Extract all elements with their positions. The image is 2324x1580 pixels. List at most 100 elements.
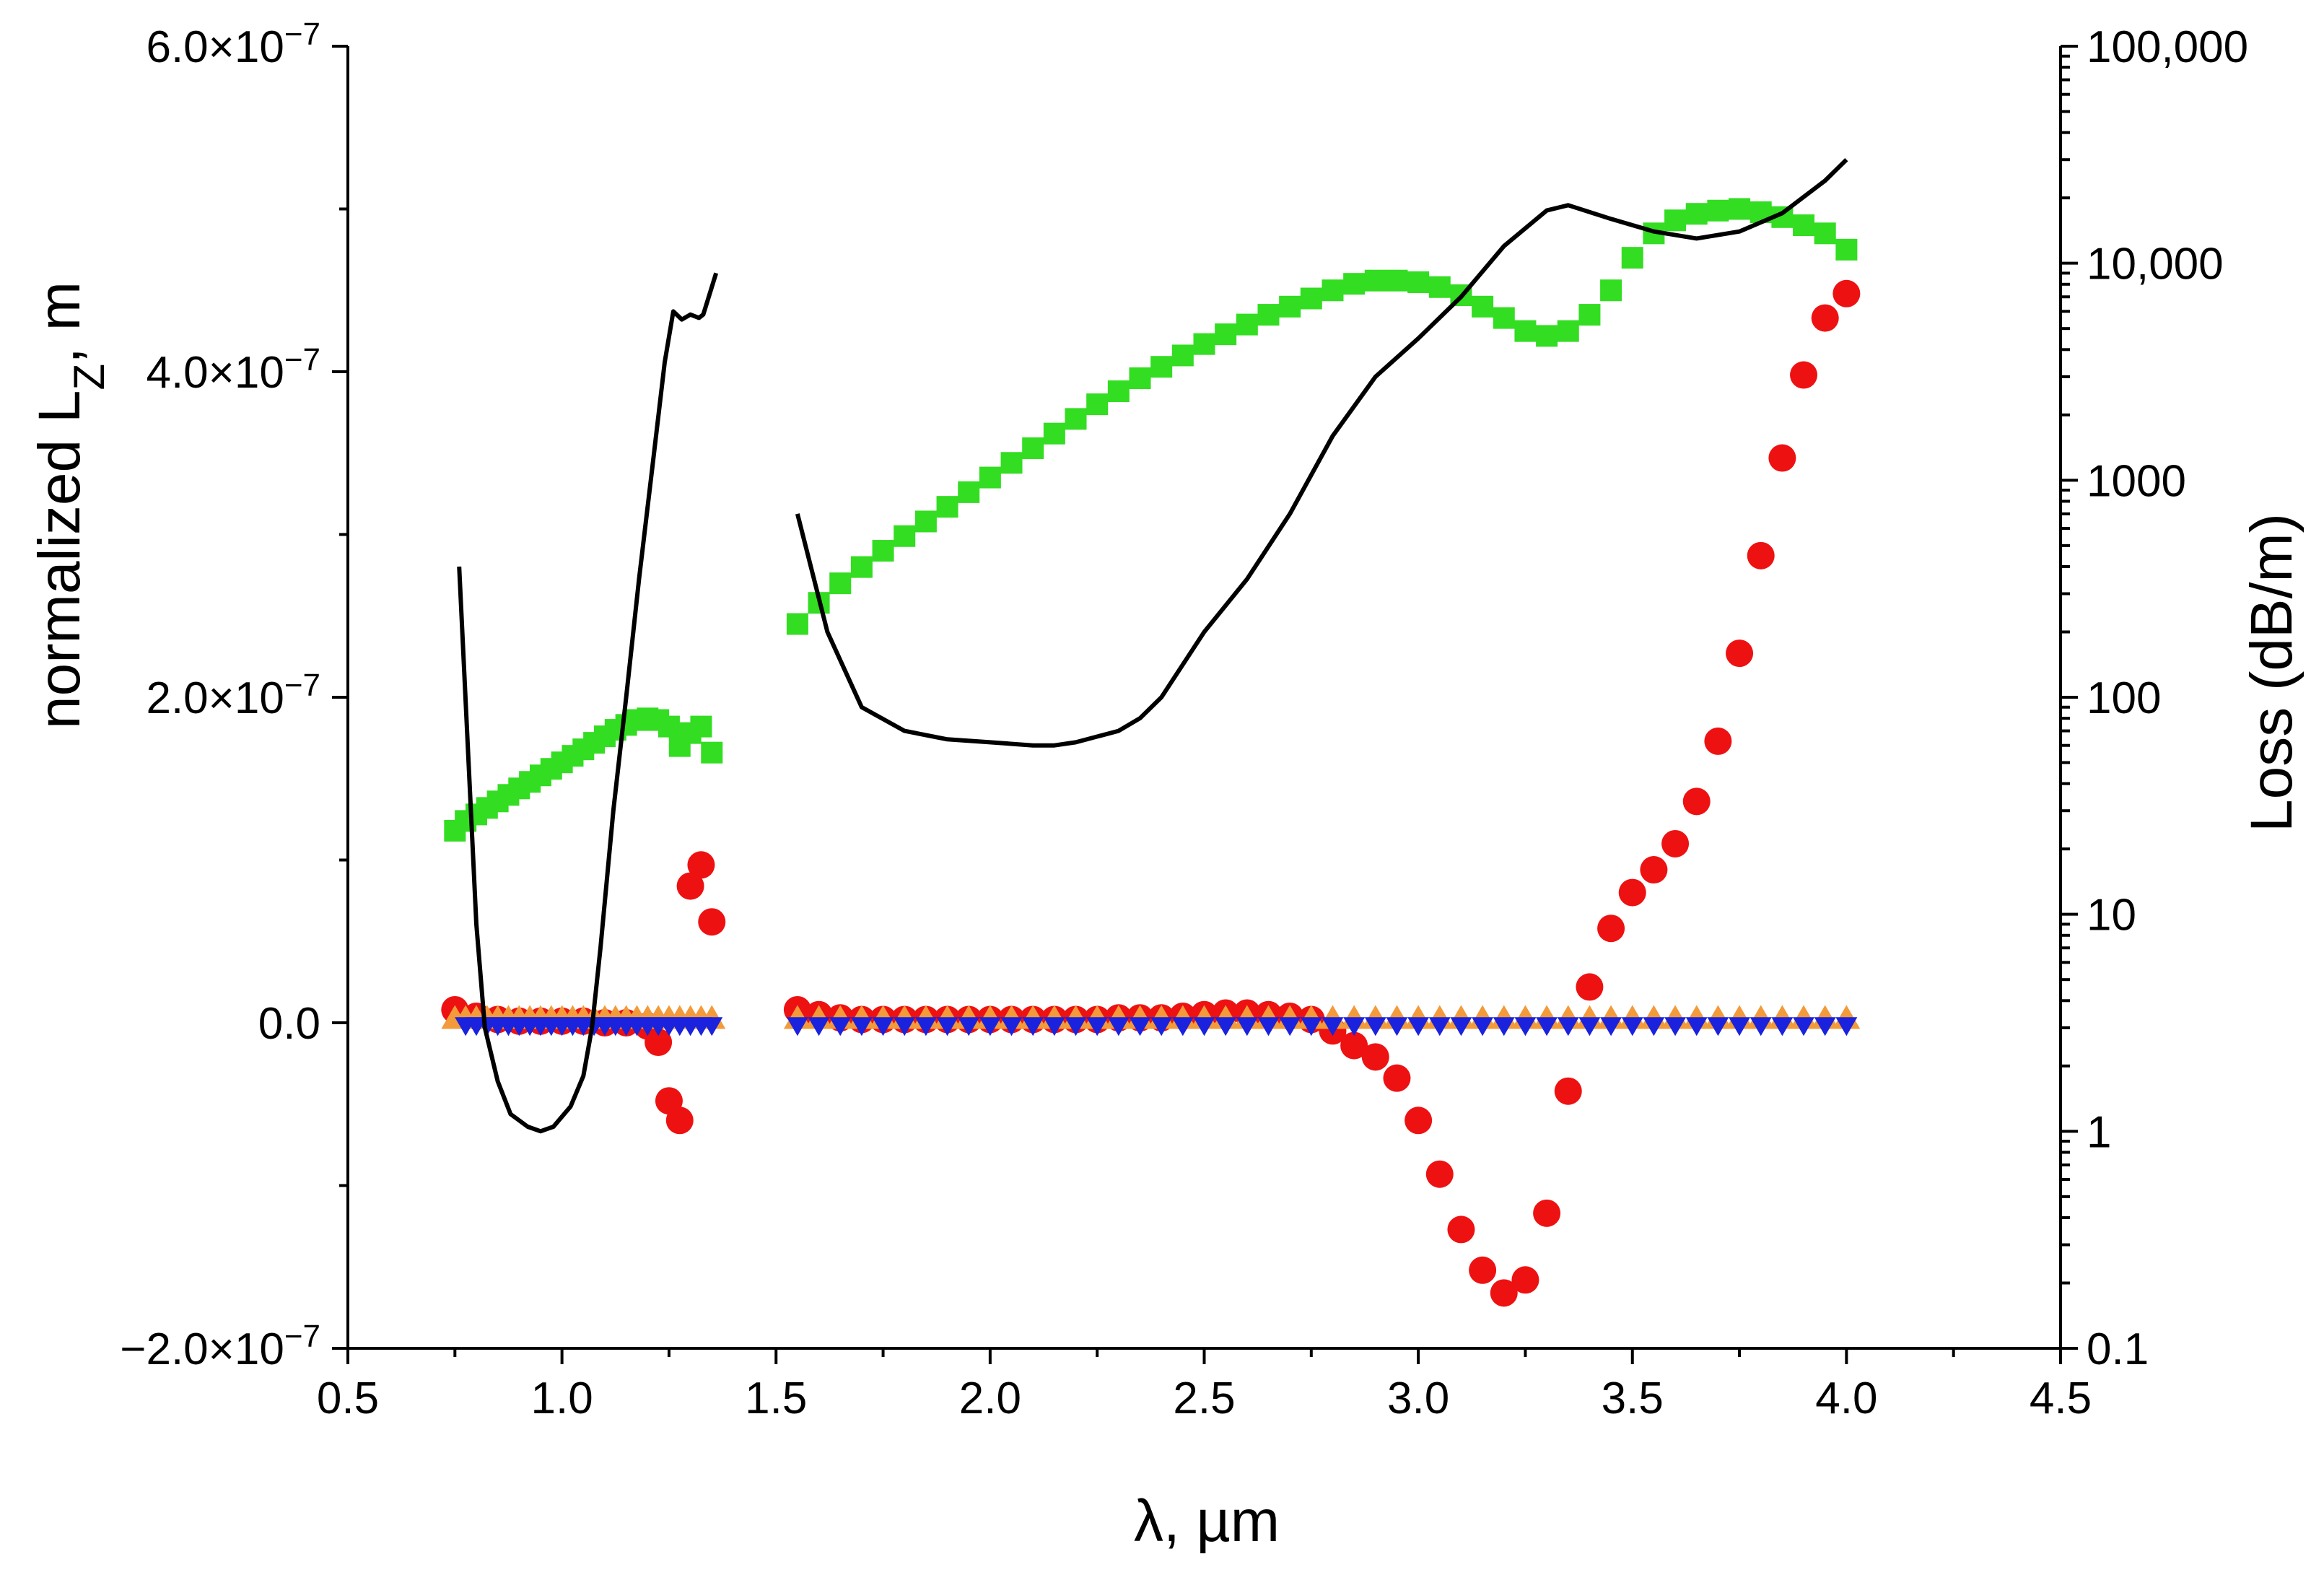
y-tick-mantissa: 0.0 <box>258 999 320 1049</box>
square-point <box>1472 295 1494 318</box>
y-tick-exponent: −7 <box>284 668 320 703</box>
y-tick-label: 0.0 <box>258 999 320 1049</box>
y-axis-title-suffix: , m <box>27 281 92 364</box>
square-point <box>1685 203 1708 225</box>
square-point <box>786 613 808 635</box>
square-point <box>1300 287 1322 310</box>
square-point <box>829 572 852 595</box>
y-axis-title-main: normalized L <box>27 390 92 729</box>
square-point <box>1215 323 1237 346</box>
square-point <box>1514 320 1537 342</box>
square-point <box>1086 393 1109 416</box>
square-point <box>1407 271 1430 293</box>
triangle-down-point <box>1129 1017 1151 1036</box>
loss-line-segment-2-line <box>795 158 1848 748</box>
triangle-down-point <box>1835 1017 1858 1036</box>
square-point <box>1793 214 1815 237</box>
square-point <box>1664 209 1687 232</box>
triangle-down-point <box>936 1017 958 1036</box>
x-tick-label: 3.0 <box>1387 1374 1449 1423</box>
square-point <box>1621 247 1643 269</box>
square-point <box>894 525 916 547</box>
square-point <box>701 741 723 764</box>
circle-point <box>1425 1160 1454 1188</box>
square-point <box>1557 320 1579 342</box>
square-point <box>1022 437 1044 459</box>
triangle-down-point <box>1536 1017 1558 1036</box>
triangle-down-point <box>1729 1017 1751 1036</box>
circle-point <box>1811 304 1839 332</box>
square-point <box>936 496 958 518</box>
triangle-down-point <box>979 1017 1001 1036</box>
circle-point <box>1490 1279 1518 1307</box>
triangle-down-point <box>1600 1017 1622 1036</box>
square-point <box>979 466 1001 489</box>
triangle-down-point <box>829 1017 852 1036</box>
x-axis-title: λ, µm <box>1134 1488 1280 1554</box>
square-point <box>1386 269 1408 292</box>
y-tick-exponent: −7 <box>284 1319 320 1354</box>
square-point <box>1171 344 1194 367</box>
square-point <box>1600 279 1622 302</box>
circle-point <box>1640 856 1668 884</box>
triangle-down-point <box>1257 1017 1280 1036</box>
triangle-down-point <box>1086 1017 1109 1036</box>
circle-point <box>1533 1199 1561 1227</box>
green-squares-series <box>444 198 1858 842</box>
triangle-down-point <box>1771 1017 1794 1036</box>
square-point <box>1493 307 1515 329</box>
circle-point <box>1361 1043 1389 1071</box>
triangle-down-point <box>894 1017 916 1036</box>
square-point <box>958 481 980 503</box>
square-point <box>1150 356 1173 378</box>
y-axis-title-sub: Z <box>65 364 113 390</box>
triangle-down-point <box>1043 1017 1065 1036</box>
triangle-down-point <box>1493 1017 1515 1036</box>
triangle-down-point <box>1664 1017 1687 1036</box>
x-tick-label: 1.5 <box>745 1374 807 1423</box>
triangle-down-point <box>1814 1017 1836 1036</box>
triangle-down-point <box>1300 1017 1322 1036</box>
axes-layer: 0.5 1.0 1.5 2.0 2.5 3.0 3.5 4.0 4.5−2.0×10−70.02… <box>120 17 2248 1424</box>
square-point <box>1000 452 1023 474</box>
y-tick-mantissa: 4.0×10 <box>146 348 284 398</box>
circle-point <box>1832 279 1861 307</box>
labels-layer: λ, µm normalized LZ, m Loss (dB/m) <box>27 281 2305 1554</box>
triangle-down-point <box>1386 1017 1408 1036</box>
square-point <box>690 715 712 738</box>
triangle-down-point <box>1364 1017 1386 1036</box>
circle-point <box>1682 787 1711 816</box>
circle-point <box>1383 1064 1411 1092</box>
circle-point <box>1790 361 1818 389</box>
circle-point <box>1597 915 1625 943</box>
triangle-down-point <box>1428 1017 1451 1036</box>
circle-point <box>1576 973 1604 1001</box>
y2-tick-label: 10,000 <box>2087 240 2224 289</box>
square-point <box>872 540 894 562</box>
square-point <box>1707 199 1729 222</box>
square-point <box>1343 273 1366 295</box>
triangle-down-point <box>1322 1017 1344 1036</box>
triangle-down-point <box>1193 1017 1215 1036</box>
square-point <box>658 715 680 738</box>
triangle-down-point <box>1022 1017 1044 1036</box>
triangle-down-point <box>701 1017 723 1036</box>
circle-point <box>1554 1077 1582 1105</box>
circle-point <box>1747 541 1775 569</box>
square-point <box>1193 333 1215 355</box>
square-point <box>1814 222 1836 245</box>
x-tick-label: 3.5 <box>1602 1374 1664 1423</box>
y-tick-label: 6.0×10−7 <box>146 17 320 73</box>
triangle-down-point <box>1407 1017 1430 1036</box>
triangle-down-point <box>958 1017 980 1036</box>
triangle-down-point <box>1279 1017 1301 1036</box>
square-point <box>1107 380 1130 403</box>
circle-point <box>1618 878 1646 907</box>
triangle-down-point <box>1107 1017 1130 1036</box>
triangle-down-point <box>1236 1017 1258 1036</box>
square-point <box>1279 295 1301 318</box>
x-tick-label: 4.5 <box>2030 1374 2092 1423</box>
circle-point <box>1469 1256 1497 1284</box>
y-tick-label: −2.0×10−7 <box>120 1319 320 1375</box>
